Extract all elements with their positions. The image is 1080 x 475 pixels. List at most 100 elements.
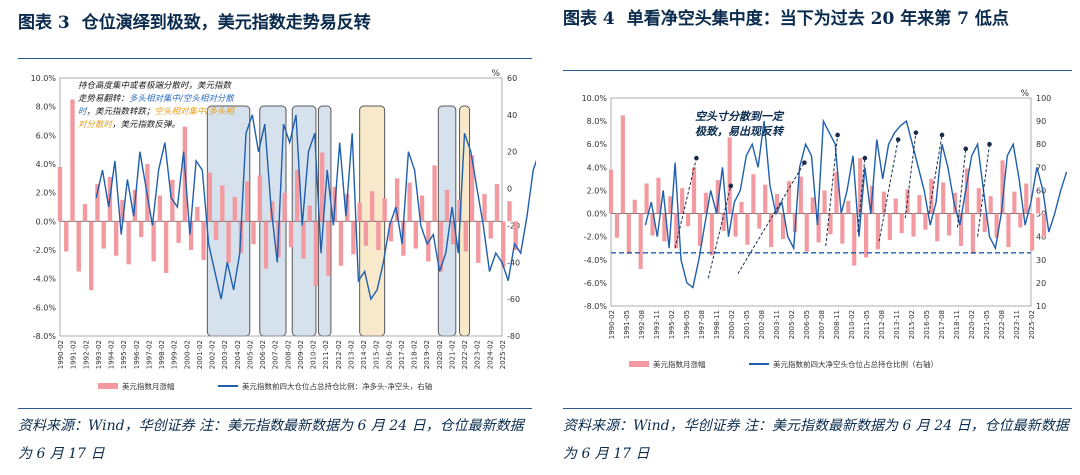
left-axis-tick-label: -8.0% bbox=[584, 302, 608, 311]
bar-monthly-change bbox=[703, 192, 708, 214]
bar-monthly-change bbox=[686, 213, 691, 227]
bar-monthly-change bbox=[709, 213, 714, 256]
bar-monthly-change bbox=[444, 189, 450, 222]
trend-dashed-line-9 bbox=[977, 144, 990, 237]
bar-monthly-change bbox=[715, 180, 720, 214]
bar-monthly-change bbox=[911, 213, 916, 237]
annotation-text-part: 空头相对集中/多头相 bbox=[155, 106, 236, 117]
x-axis-tick-label: 2017-02 bbox=[398, 340, 406, 369]
bar-monthly-change bbox=[432, 165, 437, 222]
bar-monthly-change bbox=[120, 199, 125, 222]
figure-4-annotation: 空头寸分散到一定极致，易出现反转 bbox=[695, 110, 785, 138]
figure-3-panel: 图表 3 仓位演绎到极致，美元指数走势易反转 10.0% 8.0% 6.0% 4.0% 2… bbox=[18, 13, 536, 462]
bar-monthly-change bbox=[163, 221, 169, 273]
bar-monthly-change bbox=[376, 221, 381, 250]
bar-monthly-change bbox=[994, 213, 999, 238]
right-axis-tick-label: 100 bbox=[1036, 94, 1051, 103]
left-axis-tick-label: -6.0% bbox=[33, 303, 57, 312]
left-axis-tick-label: -8.0% bbox=[33, 332, 57, 341]
x-axis-tick-label: 2021-02 bbox=[448, 340, 456, 369]
x-axis-tick-label: 2006-05 bbox=[803, 310, 811, 339]
bar-monthly-change bbox=[1018, 213, 1023, 228]
bar-monthly-change bbox=[245, 181, 250, 222]
trend-dashed-line-0 bbox=[674, 157, 697, 249]
x-axis-tick-label: 2005-02 bbox=[788, 310, 796, 339]
figure-4-title: 图表 4 单看净空头集中度：当下为过去 20 年来第 7 低点 bbox=[563, 4, 1072, 34]
x-axis-tick-label: 1996-02 bbox=[133, 340, 141, 369]
bar-monthly-change bbox=[668, 196, 673, 214]
legend-line-label: 美元指数前四大净空头仓位占总持仓比例（右轴） bbox=[773, 359, 938, 369]
left-axis-tick-label: 0.0% bbox=[587, 210, 608, 219]
trend-arrow-head-5 bbox=[895, 137, 901, 142]
bar-monthly-change bbox=[721, 213, 726, 231]
x-axis-tick-label: 1992-02 bbox=[82, 340, 90, 369]
bar-monthly-change bbox=[288, 221, 294, 248]
bar-monthly-change bbox=[988, 196, 993, 214]
left-axis-tick-label: -4.0% bbox=[33, 275, 57, 284]
bar-monthly-change bbox=[463, 221, 468, 252]
bar-monthly-change bbox=[213, 221, 219, 240]
x-axis-tick-label: 1995-02 bbox=[120, 340, 128, 369]
right-axis-tick-label: 30 bbox=[1036, 256, 1046, 265]
trend-arrow-head-8 bbox=[963, 146, 969, 152]
left-axis-tick-label: 10.0% bbox=[31, 74, 57, 83]
bar-monthly-change bbox=[1030, 213, 1035, 251]
bar-monthly-change bbox=[691, 167, 697, 214]
x-axis-tick-label: 1998-11 bbox=[713, 310, 721, 339]
bar-monthly-change bbox=[263, 221, 269, 269]
left-axis-tick-label: -4.0% bbox=[584, 256, 608, 265]
bar-monthly-change bbox=[476, 221, 481, 263]
trend-dashed-line-1 bbox=[707, 185, 732, 279]
bar-monthly-change bbox=[114, 221, 119, 256]
x-axis-tick-label: 2022-08 bbox=[998, 310, 1006, 339]
right-axis-tick-label: 70 bbox=[1036, 163, 1046, 172]
left-axis-tick-label: 6.0% bbox=[36, 131, 57, 140]
x-axis-tick-label: 2004-02 bbox=[234, 340, 242, 369]
x-axis-tick-label: 2007-02 bbox=[272, 340, 280, 369]
x-axis-tick-label: 2022-02 bbox=[461, 340, 469, 369]
bar-monthly-change bbox=[232, 196, 237, 222]
bar-monthly-change bbox=[816, 213, 821, 243]
bar-monthly-change bbox=[923, 213, 928, 230]
x-axis-tick-label: 2000-02 bbox=[728, 310, 736, 339]
bar-monthly-change bbox=[220, 185, 225, 222]
x-axis-tick-label: 1991-05 bbox=[623, 310, 631, 339]
x-axis-tick-label: 1997-08 bbox=[698, 310, 706, 339]
left-axis-tick-label: 0.0% bbox=[36, 217, 57, 226]
bar-monthly-change bbox=[270, 201, 275, 222]
bar-monthly-change bbox=[822, 190, 827, 214]
figure-4-label: 图表 4 bbox=[563, 9, 615, 29]
bar-monthly-change bbox=[394, 178, 400, 222]
trend-dashed-line-2 bbox=[737, 162, 805, 274]
bar-monthly-change bbox=[507, 201, 512, 222]
x-axis-tick-label: 2012-02 bbox=[335, 340, 343, 369]
figure-3-source: 资料来源：Wind，华创证券 注：美元指数最新数据为 6 月 24 日，仓位最新… bbox=[18, 418, 524, 462]
bar-monthly-change bbox=[1012, 191, 1017, 214]
bar-monthly-change bbox=[407, 182, 412, 222]
x-axis-tick-label: 2024-02 bbox=[486, 340, 494, 369]
bar-monthly-change bbox=[82, 204, 88, 222]
bar-monthly-change bbox=[958, 213, 964, 246]
trend-dashed-line-4 bbox=[857, 158, 866, 233]
bar-monthly-change bbox=[1000, 160, 1005, 214]
bar-monthly-change bbox=[313, 221, 319, 286]
x-axis-tick-label: 2011-02 bbox=[322, 340, 330, 369]
bar-monthly-change bbox=[320, 152, 325, 222]
figure-3-label: 图表 3 bbox=[18, 13, 70, 33]
x-axis-tick-label: 2016-05 bbox=[923, 310, 931, 339]
bar-monthly-change bbox=[852, 213, 857, 266]
bar-monthly-change bbox=[451, 221, 456, 245]
right-axis-tick-label: 40 bbox=[1036, 233, 1046, 242]
bar-monthly-change bbox=[363, 221, 369, 246]
bar-monthly-change bbox=[151, 221, 156, 262]
right-axis-tick-label: 50 bbox=[1036, 210, 1046, 219]
bar-monthly-change bbox=[419, 195, 425, 222]
x-axis-tick-label: 2001-02 bbox=[196, 340, 204, 369]
figure-3-annotation: 持仓高度集中或者极端分散时，美元指数走势易翻转：多头相对集中/空头相对分散时，美… bbox=[78, 80, 235, 130]
bar-monthly-change bbox=[810, 197, 815, 214]
bar-monthly-change bbox=[656, 177, 661, 214]
annotation-text-part: 对分散时 bbox=[78, 119, 114, 130]
x-axis-tick-label: 2003-11 bbox=[773, 310, 781, 339]
x-axis-tick-label: 1994-02 bbox=[108, 340, 116, 369]
bar-monthly-change bbox=[840, 213, 845, 244]
